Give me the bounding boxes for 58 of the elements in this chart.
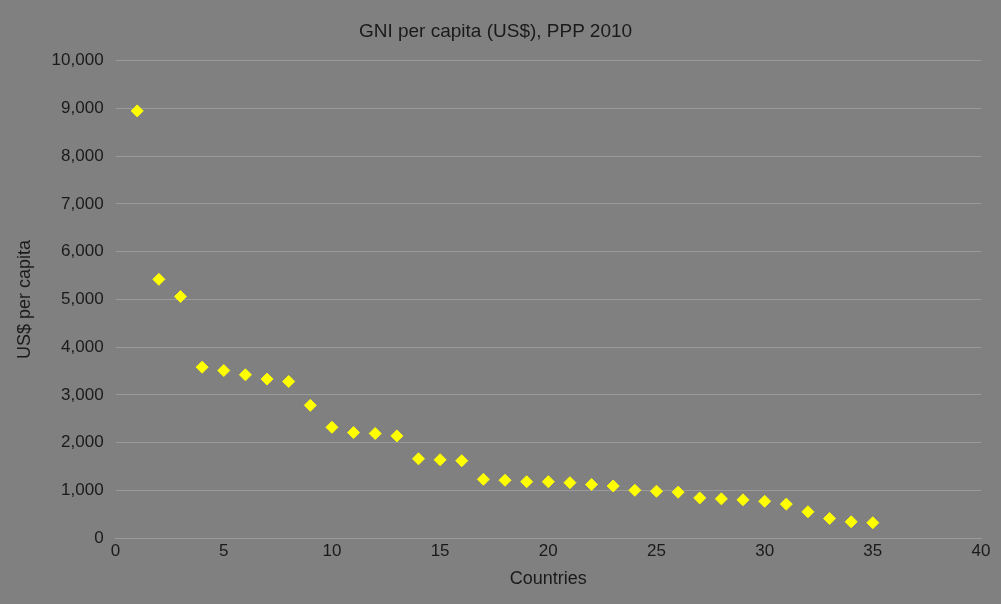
point [260,372,274,386]
point [347,426,361,440]
point [628,483,642,497]
y-tick-label: 8,000 [61,145,104,165]
point [649,484,663,498]
point [844,515,858,529]
y-tick-label: 4,000 [61,336,104,356]
point [390,429,404,443]
point [455,454,469,468]
point [693,491,707,505]
point [801,505,815,519]
x-tick-label: 5 [219,540,229,560]
y-tick-label: 7,000 [61,193,104,213]
x-tick-label: 0 [110,540,121,560]
point [282,374,296,388]
x-axis-title: Countries [509,568,587,589]
y-tick-label: 9,000 [61,98,104,118]
point [758,494,772,508]
x-tick-label: 30 [755,540,775,560]
y-tick-label: 6,000 [61,241,104,261]
x-tick-label: 15 [430,540,450,560]
point [823,511,837,525]
point [325,420,339,434]
point [541,475,555,489]
point [238,368,252,382]
x-tick-label: 10 [322,540,342,560]
point [303,398,317,412]
point [563,476,577,490]
point [217,364,231,377]
y-tick-label: 2,000 [61,432,104,452]
point [671,485,685,499]
x-tick-label: 20 [538,540,558,560]
y-axis-title: US$ per capita [13,238,34,359]
point [585,478,599,492]
point [368,426,382,440]
point [779,497,793,511]
point [411,452,425,466]
point [195,360,209,374]
y-tick-label: 0 [94,527,104,547]
x-tick-label: 40 [971,540,991,560]
point [476,472,490,486]
point [130,104,144,118]
y-tick-label: 10,000 [51,50,104,70]
y-tick-label: 5,000 [61,289,104,309]
point [714,492,728,506]
y-tick-label: 1,000 [61,479,104,499]
point [520,475,534,489]
point [433,453,447,467]
chart-title: GNI per capita (US$), PPP 2010 [358,19,633,41]
point [498,473,512,487]
y-tick-label: 3,000 [61,384,104,404]
point [174,290,187,304]
point [736,493,750,507]
point [152,272,166,286]
x-tick-label: 35 [863,540,883,560]
point [866,516,880,530]
point [606,479,620,493]
x-tick-label: 25 [647,540,666,560]
